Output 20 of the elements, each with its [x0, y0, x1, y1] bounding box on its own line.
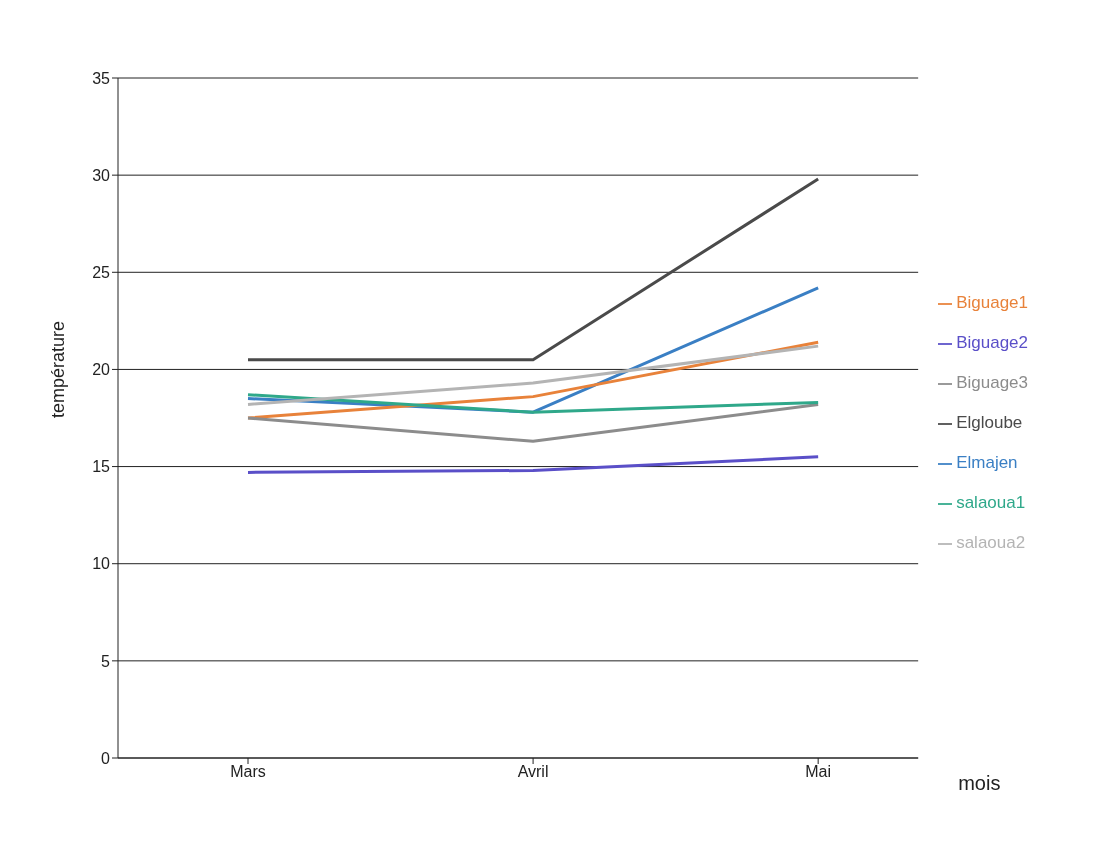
x-axis-title: mois: [958, 772, 1001, 795]
x-tick-label: Mars: [230, 763, 266, 781]
y-tick-label: 30: [92, 166, 111, 184]
legend-label: salaoua2: [956, 533, 1026, 552]
legend-label: Biguage2: [956, 333, 1028, 352]
legend-label: salaoua1: [956, 493, 1026, 512]
y-tick-label: 10: [92, 555, 111, 573]
y-tick-label: 15: [92, 458, 111, 476]
y-axis-title: température: [48, 320, 69, 418]
legend-label: Biguage3: [956, 373, 1028, 392]
y-tick-label: 35: [92, 69, 111, 87]
y-tick-label: 20: [92, 361, 111, 379]
legend-label: Elgloube: [956, 413, 1023, 432]
y-tick-label: 25: [92, 263, 111, 281]
x-tick-label: Mai: [805, 763, 832, 781]
y-tick-label: 0: [101, 749, 111, 767]
legend-label: Biguage1: [956, 293, 1028, 312]
x-tick-label: Avril: [517, 763, 549, 781]
legend-label: Elmajen: [956, 453, 1018, 472]
y-tick-label: 5: [101, 652, 111, 670]
